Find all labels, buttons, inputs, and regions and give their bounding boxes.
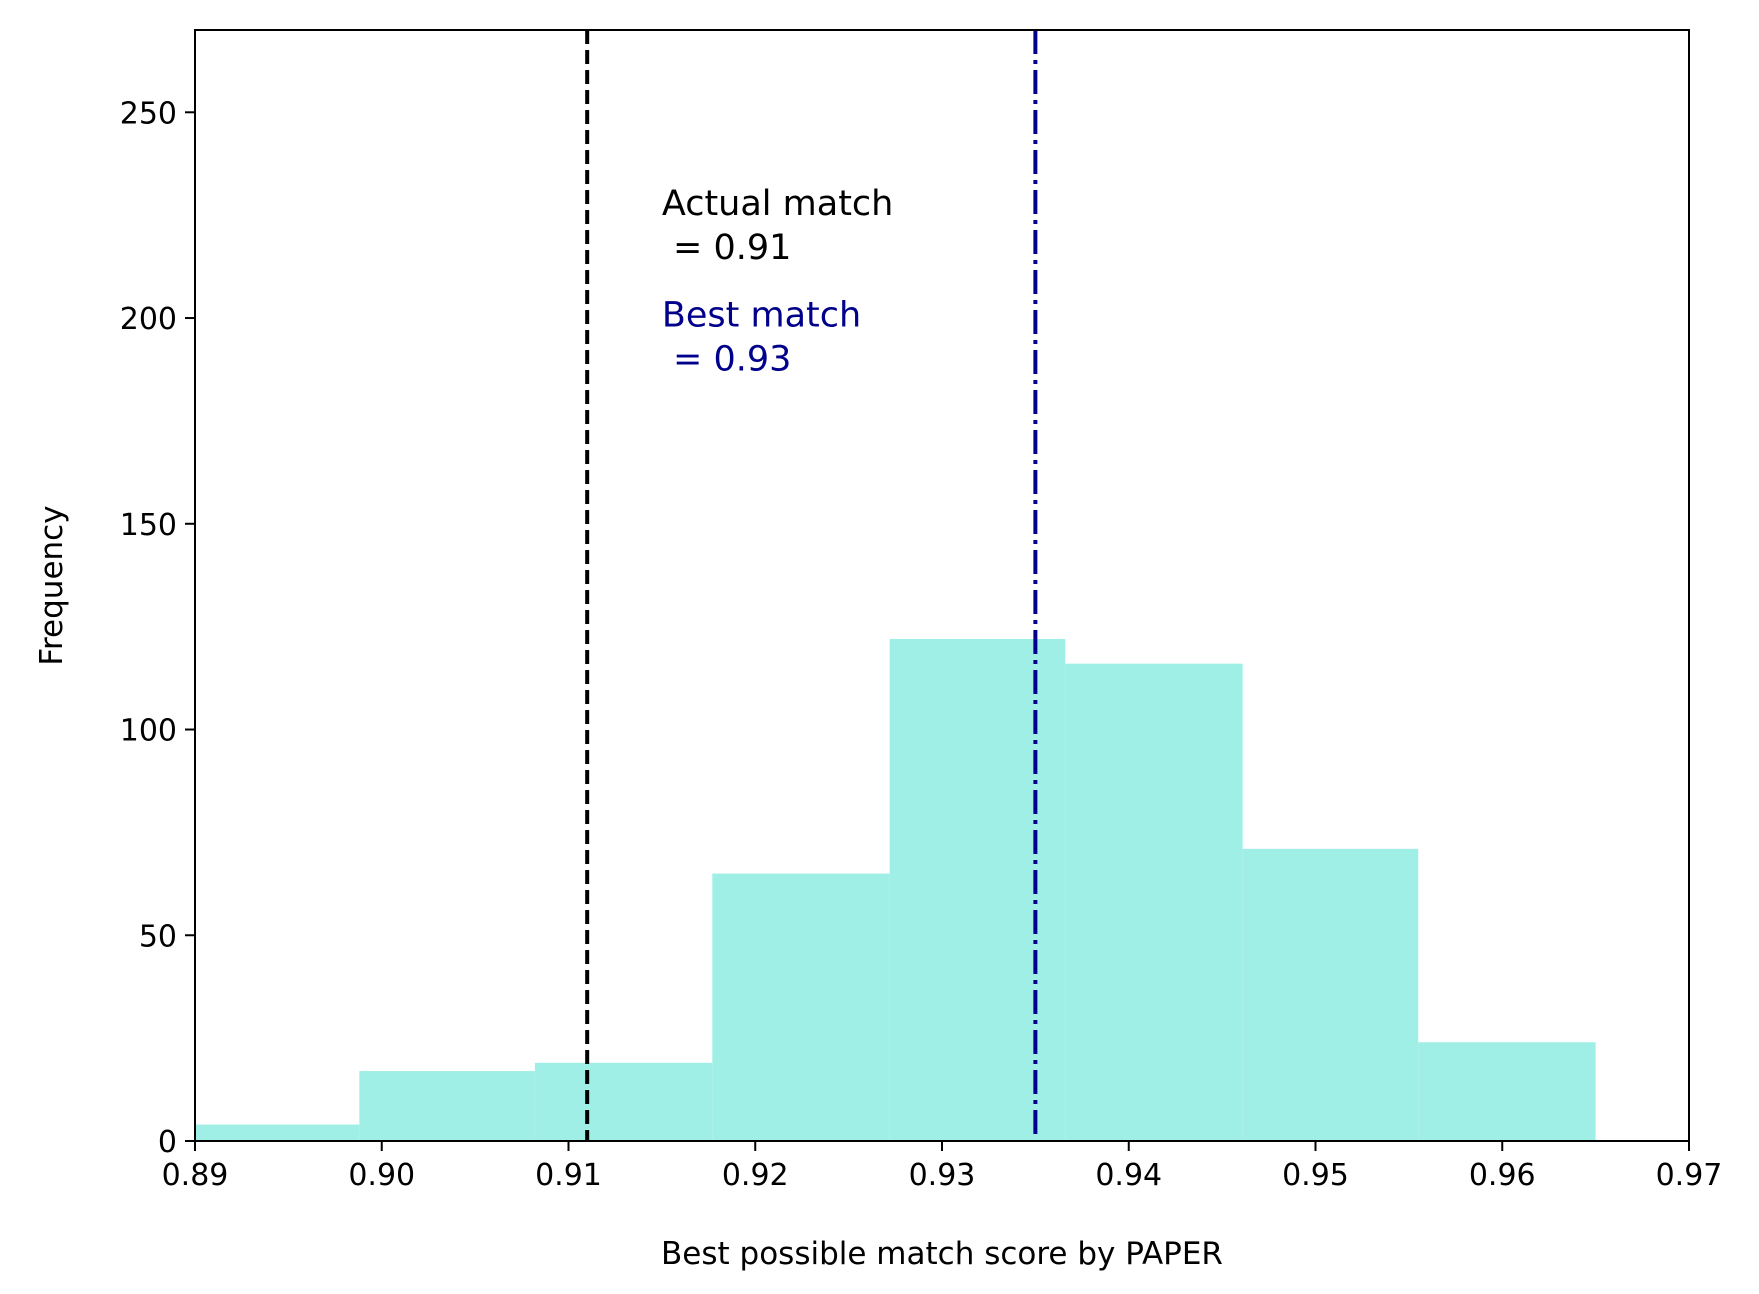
y-tick-label: 150	[120, 508, 177, 543]
y-tick-label: 0	[158, 1125, 177, 1160]
x-tick-label: 0.95	[1282, 1158, 1349, 1193]
annotations: Actual match = 0.91 Best match = 0.93	[662, 184, 893, 379]
y-axis-label: Frequency	[34, 505, 70, 665]
histogram-bar-7	[1418, 1042, 1596, 1141]
histogram-bars	[195, 638, 1596, 1141]
histogram-bar-3	[712, 873, 890, 1141]
reference-lines	[585, 30, 1038, 1141]
x-axis: 0.89 0.90 0.91 0.92 0.93 0.94 0.95 0.96 0.97	[162, 1141, 1723, 1193]
best-match-annotation: Best match = 0.93	[662, 295, 861, 379]
actual-match-annotation: Actual match = 0.91	[662, 184, 893, 268]
histogram-bar-1	[359, 1071, 535, 1141]
x-tick-label: 0.91	[535, 1158, 602, 1193]
histogram-bar-5	[1065, 663, 1243, 1141]
x-tick-label: 0.89	[162, 1158, 229, 1193]
y-tick-label: 200	[120, 302, 177, 337]
x-axis-label: Best possible match score by PAPER	[661, 1236, 1223, 1272]
y-tick-label: 250	[120, 96, 177, 131]
x-tick-label: 0.97	[1656, 1158, 1723, 1193]
y-axis: 0 50 100 150 200 250	[120, 96, 195, 1160]
histogram-bar-0	[195, 1124, 360, 1141]
histogram-bar-4	[889, 638, 1066, 1141]
x-tick-label: 0.90	[348, 1158, 415, 1193]
y-tick-label: 50	[139, 919, 177, 954]
y-tick-label: 100	[120, 714, 177, 749]
x-tick-label: 0.96	[1469, 1158, 1536, 1193]
histogram-bar-2	[534, 1062, 713, 1141]
x-tick-label: 0.94	[1095, 1158, 1162, 1193]
x-tick-label: 0.93	[909, 1158, 976, 1193]
histogram-bar-6	[1242, 848, 1419, 1141]
x-tick-label: 0.92	[722, 1158, 789, 1193]
